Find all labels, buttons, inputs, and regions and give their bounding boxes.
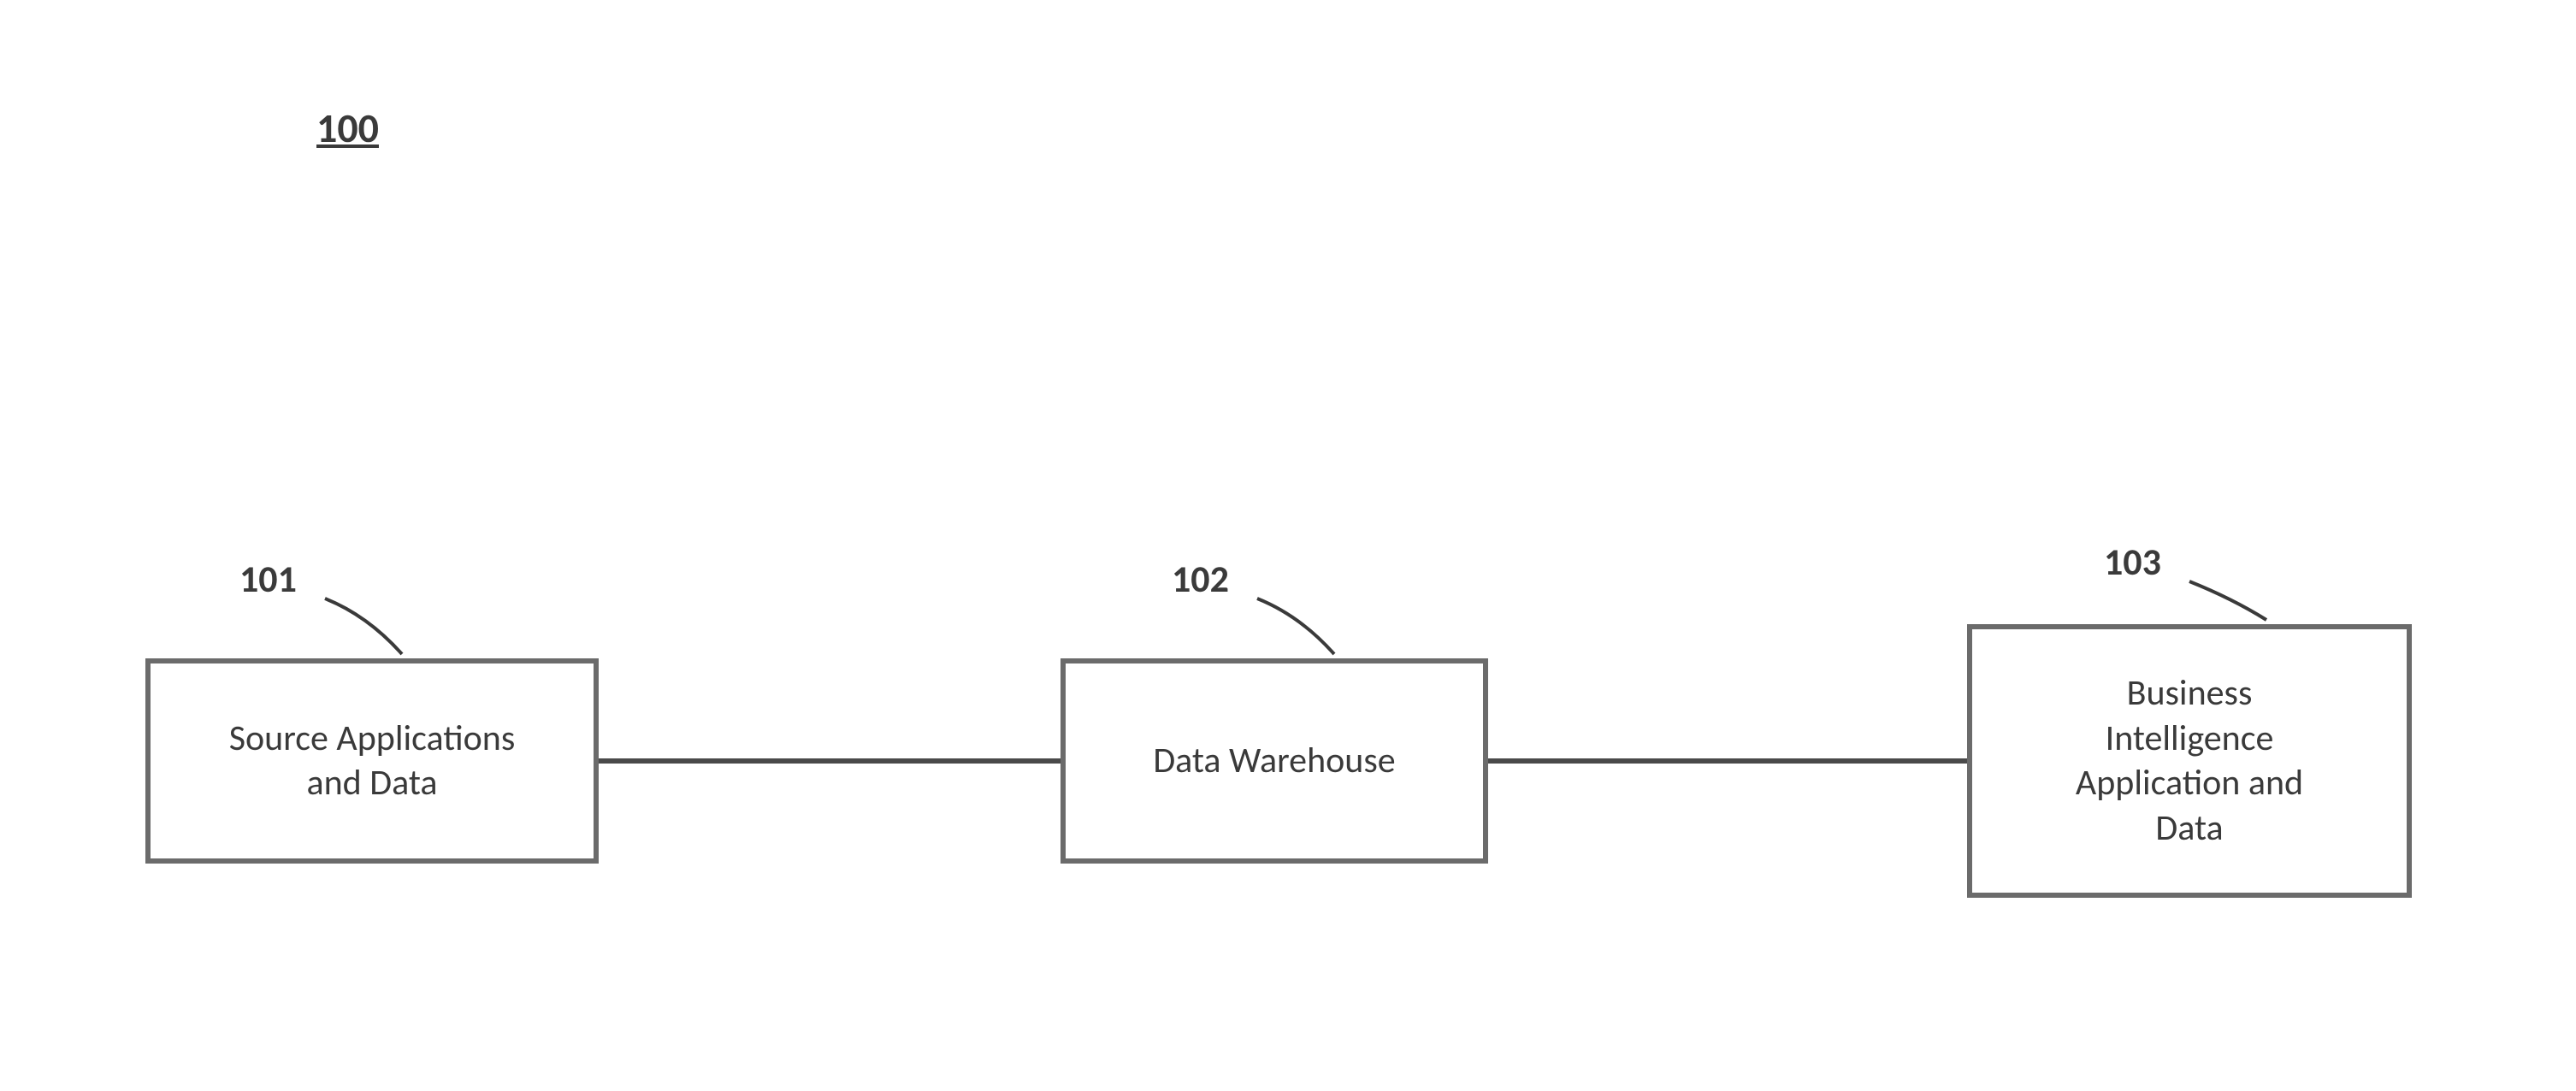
- ref-label-101: 101: [239, 556, 297, 602]
- figure-number: 100: [316, 103, 379, 153]
- diagram-canvas: 100 Source Applicationsand Data 101 Data Wa…: [0, 0, 2576, 1091]
- ref-label-103: 103: [2104, 539, 2161, 585]
- ref-label-102: 102: [1172, 556, 1229, 602]
- connectors-layer: [0, 0, 2576, 1091]
- node-n101: Source Applicationsand Data: [145, 658, 599, 864]
- node-n103: BusinessIntelligenceApplication andData: [1967, 624, 2412, 898]
- ref-leader-101: [325, 599, 402, 654]
- ref-leader-102: [1257, 599, 1334, 654]
- node-n102: Data Warehouse: [1061, 658, 1488, 864]
- ref-leader-103: [2189, 581, 2266, 620]
